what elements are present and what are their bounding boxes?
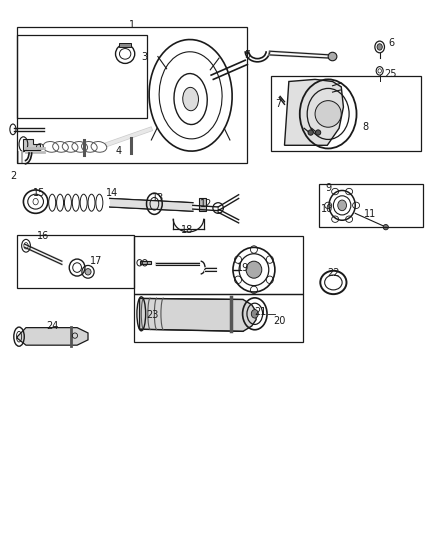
Bar	[134, 236, 303, 294]
Polygon shape	[199, 198, 206, 211]
Text: 5: 5	[244, 50, 251, 60]
Text: 17: 17	[90, 256, 102, 266]
Bar	[318, 184, 424, 227]
Ellipse shape	[383, 224, 389, 230]
Text: 2: 2	[10, 171, 16, 181]
Text: 6: 6	[389, 38, 395, 48]
Ellipse shape	[251, 310, 258, 318]
Text: 11: 11	[364, 209, 376, 220]
Polygon shape	[17, 328, 88, 345]
Text: 18: 18	[181, 225, 194, 236]
Text: 13: 13	[152, 193, 164, 204]
Text: 1: 1	[129, 20, 135, 30]
Ellipse shape	[85, 269, 91, 275]
Polygon shape	[285, 79, 343, 146]
Polygon shape	[120, 43, 131, 47]
Bar	[17, 235, 134, 288]
Text: 9: 9	[325, 183, 331, 193]
Bar	[17, 35, 147, 118]
Ellipse shape	[315, 101, 341, 127]
Ellipse shape	[308, 130, 313, 135]
Polygon shape	[140, 261, 151, 264]
Text: 8: 8	[362, 122, 368, 132]
Text: 20: 20	[273, 316, 286, 326]
Ellipse shape	[183, 87, 198, 111]
Ellipse shape	[246, 261, 262, 278]
Bar	[134, 294, 303, 342]
Text: 14: 14	[106, 188, 118, 198]
Text: 22: 22	[327, 268, 339, 278]
Bar	[17, 27, 247, 163]
Text: 25: 25	[384, 69, 396, 79]
Text: 10: 10	[321, 204, 333, 214]
Text: 21: 21	[254, 306, 267, 317]
Ellipse shape	[315, 130, 321, 135]
Text: 19: 19	[237, 263, 249, 272]
Polygon shape	[110, 198, 193, 211]
Bar	[271, 76, 421, 151]
Text: 23: 23	[146, 310, 159, 320]
Text: 3: 3	[142, 52, 148, 61]
Ellipse shape	[338, 200, 346, 211]
Text: 7: 7	[275, 99, 281, 109]
Text: 16: 16	[37, 231, 49, 241]
Text: 24: 24	[46, 321, 58, 331]
Text: 15: 15	[33, 188, 45, 198]
Polygon shape	[23, 139, 40, 150]
Ellipse shape	[377, 44, 382, 50]
Text: 4: 4	[116, 146, 122, 156]
Ellipse shape	[328, 52, 337, 61]
Text: 12: 12	[200, 199, 212, 209]
Polygon shape	[140, 298, 256, 332]
